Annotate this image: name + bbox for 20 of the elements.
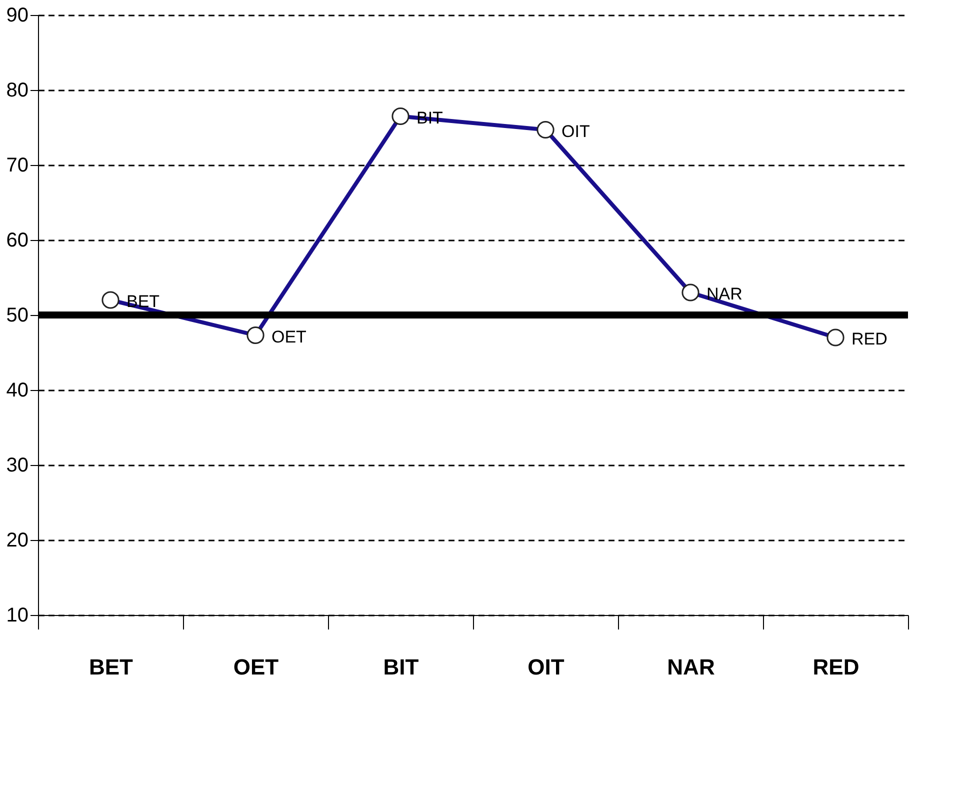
y-tick-label: 60	[6, 230, 28, 252]
x-tick-label: OIT	[528, 654, 565, 680]
y-tick-label: 40	[6, 380, 28, 402]
annotation: BET	[126, 292, 160, 311]
y-tick-label: 80	[6, 80, 28, 102]
y-tick-label: 10	[6, 604, 28, 626]
annotation: OIT	[562, 122, 590, 141]
x-tick-label: BIT	[383, 654, 420, 680]
y-tick-label: 70	[6, 154, 28, 176]
y-tick-label: 30	[6, 454, 28, 476]
x-tick-label: RED	[812, 654, 860, 680]
x-tick-label: NAR	[667, 654, 715, 680]
annotation: NAR	[706, 284, 742, 304]
x-tick-label: BET	[89, 654, 134, 680]
y-tick-label: 20	[6, 530, 28, 552]
annotation: RED	[852, 330, 888, 348]
annotation: OET	[272, 327, 306, 346]
y-tick-label: 50	[6, 304, 28, 326]
x-tick-label: OET	[233, 654, 280, 680]
y-tick-label: 90	[6, 4, 28, 26]
